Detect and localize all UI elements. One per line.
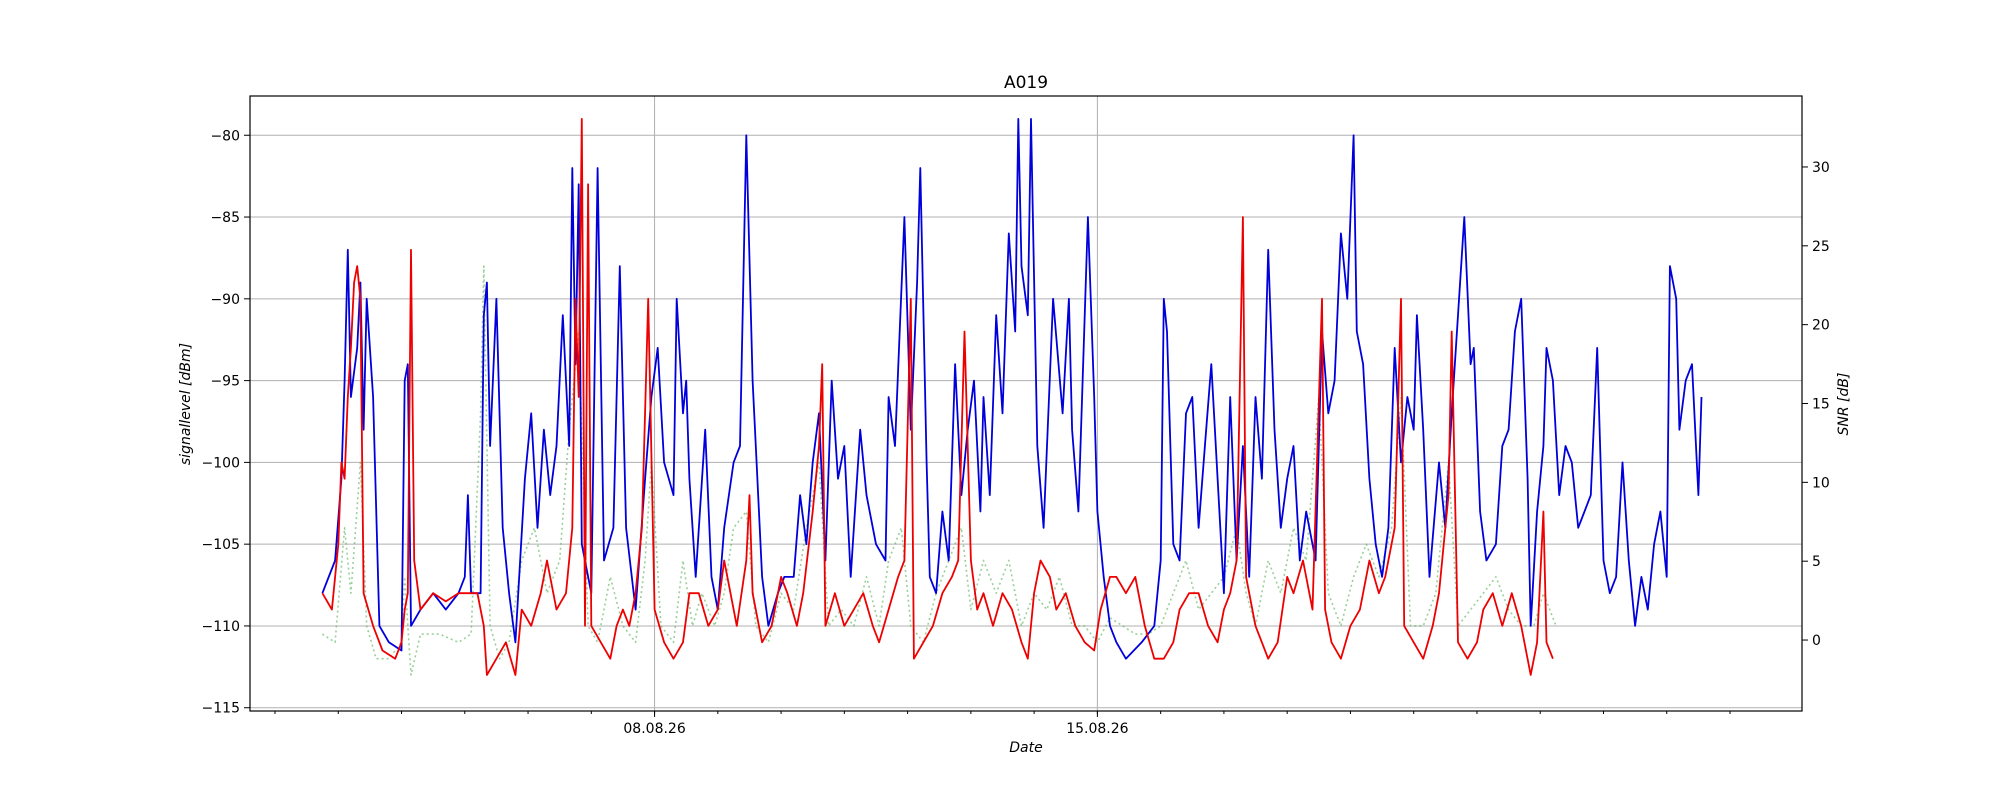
right-y-tick-label: 0 [1812,633,1821,649]
x-tick-label: 15.08.26 [1066,721,1128,737]
right-y-tick-label: 5 [1812,554,1821,570]
left-y-axis: −80 −85 −90 −95 −100 −105 −110 −115 [202,128,250,717]
series-line-2 [321,265,1557,676]
left-y-tick-label: −115 [202,701,240,717]
left-y-tick-label: −105 [202,537,240,553]
series-line-1 [321,118,1554,676]
left-y-tick-label: −110 [202,619,240,635]
left-y-tick-label: −80 [210,128,240,144]
left-y-tick-label: −95 [210,374,240,390]
right-y-tick-label: 25 [1812,239,1830,255]
right-y-tick-label: 15 [1812,397,1830,413]
right-y-tick-label: 20 [1812,318,1830,334]
right-y-tick-label: 10 [1812,475,1830,491]
chart-title: A019 [1004,73,1048,93]
x-tick-label: 08.08.26 [623,721,685,737]
right-y-tick-label: 30 [1812,160,1830,176]
series-line-0 [321,118,1703,660]
left-y-tick-label: −90 [210,292,240,308]
x-axis-label: Date [1009,740,1042,756]
right-y-axis: 0 5 10 15 20 25 30 [1802,160,1830,649]
right-y-axis-label: SNR [dB] [1836,373,1852,436]
left-y-axis-label: signallevel [dBm] [178,343,194,465]
series-layer [321,118,1703,676]
left-y-tick-label: −85 [210,210,240,226]
x-axis: 08.08.26 15.08.26 [274,711,1731,737]
left-y-tick-label: −100 [202,455,240,471]
